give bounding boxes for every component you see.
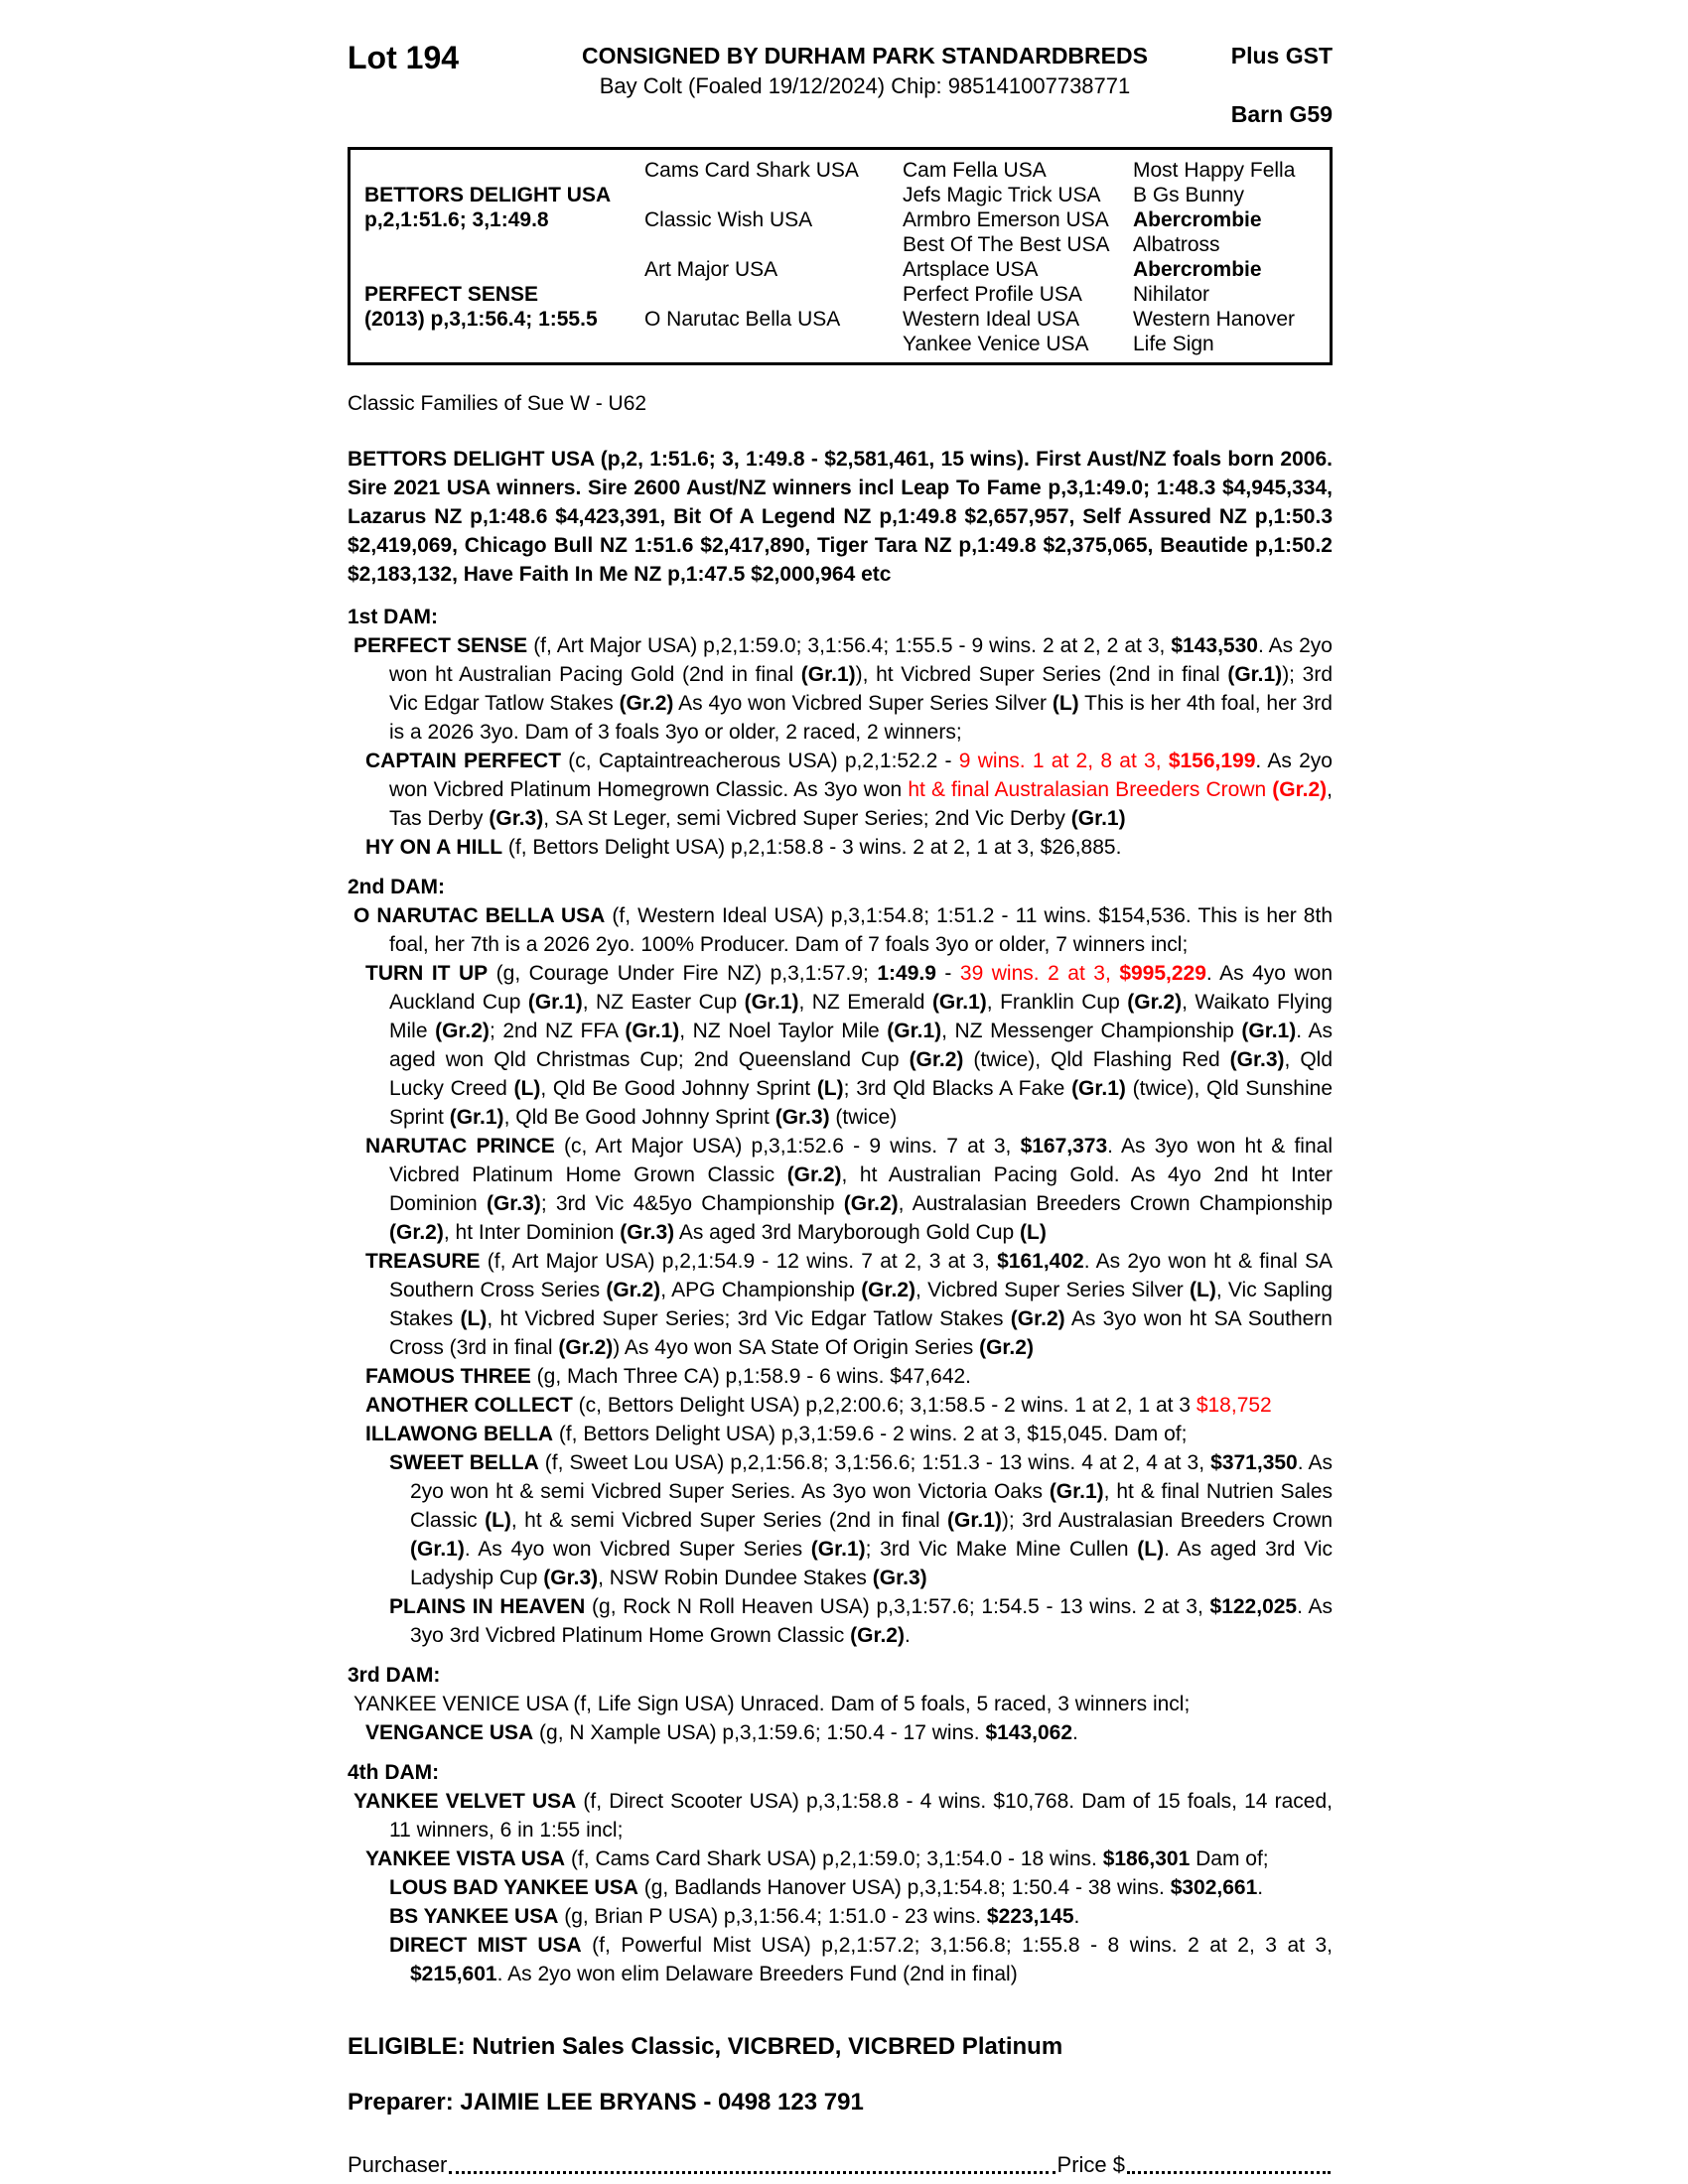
dam4-heading: 4th DAM: [348, 1761, 440, 1784]
pedigree-cell: Albatross [1133, 233, 1220, 256]
pedigree-cell: Western Ideal USA [903, 308, 1080, 331]
horse-vengance: VENGANCE USA (g, N Xample USA) p,3,1:59.… [365, 1721, 1078, 1744]
horse-narutac-prince: NARUTAC PRINCE (c, Art Major USA) p,3,1:… [365, 1135, 1333, 1244]
pedigree-cell: Jefs Magic Trick USA [903, 184, 1101, 206]
price-write-line [1127, 2171, 1331, 2174]
pedigree-cell: Armbro Emerson USA [903, 208, 1109, 231]
purchaser-price-line: Purchaser Price $ [348, 2150, 1333, 2180]
plus-gst-label: Plus GST [1230, 43, 1333, 68]
pedigree-cell [364, 158, 644, 183]
pedigree-cell: Cams Card Shark USA [644, 159, 859, 182]
horse-yankee-venice: YANKEE VENICE USA (f, Life Sign USA) Unr… [353, 1693, 1191, 1715]
pedigree-cell [364, 332, 644, 356]
classic-families-line: Classic Families of Sue W - U62 [348, 392, 647, 415]
pedigree-cell: Best Of The Best USA [903, 233, 1110, 256]
pedigree-cell: PERFECT SENSE [364, 283, 539, 306]
pedigree-cell: (2013) p,3,1:56.4; 1:55.5 [364, 308, 598, 331]
horse-bs-yankee: BS YANKEE USA (g, Brian P USA) p,3,1:56.… [389, 1905, 1080, 1928]
pedigree-table: Cams Card Shark USA Cam Fella USA Most Hap… [348, 147, 1333, 365]
foaling-details-line: Bay Colt (Foaled 19/12/2024) Chip: 98514… [599, 73, 1131, 98]
header-center: CONSIGNED BY DURHAM PARK STANDARDBREDS B… [546, 40, 1184, 129]
preparer-line: Preparer: JAIMIE LEE BRYANS - 0498 123 7… [348, 2089, 864, 2116]
sire-summary: BETTORS DELIGHT USA (p,2, 1:51.6; 3, 1:4… [348, 448, 1333, 586]
pedigree-cell [364, 257, 644, 282]
horse-sweet-bella: SWEET BELLA (f, Sweet Lou USA) p,2,1:56.… [389, 1451, 1333, 1589]
horse-turn-it-up: TURN IT UP (g, Courage Under Fire NZ) p,… [365, 962, 1334, 1129]
purchaser-write-line [449, 2171, 1055, 2174]
page-header: Lot 194 CONSIGNED BY DURHAM PARK STANDAR… [348, 40, 1333, 129]
pedigree-cell: Cam Fella USA [903, 159, 1047, 182]
eligible-line: ELIGIBLE: Nutrien Sales Classic, VICBRED… [348, 2033, 1063, 2060]
pedigree-cell [644, 282, 903, 307]
horse-yankee-velvet: YANKEE VELVET USA (f, Direct Scooter USA… [353, 1790, 1333, 1842]
dam2-heading: 2nd DAM: [348, 876, 445, 898]
pedigree-cell: Classic Wish USA [644, 208, 813, 231]
horse-illawong-bella: ILLAWONG BELLA (f, Bettors Delight USA) … [365, 1423, 1188, 1445]
lot-number: Lot 194 [348, 40, 460, 75]
pedigree-cell: Perfect Profile USA [903, 283, 1082, 306]
price-label: Price $ [1056, 2152, 1125, 2177]
horse-perfect-sense: PERFECT SENSE (f, Art Major USA) p,2,1:5… [353, 634, 1333, 744]
barn-number: Barn G59 [1230, 101, 1333, 127]
horse-plains-in-heaven: PLAINS IN HEAVEN (g, Rock N Roll Heaven … [389, 1595, 1333, 1647]
pedigree-cell [644, 232, 903, 257]
pedigree-cell: Life Sign [1133, 333, 1214, 355]
consignor-line: CONSIGNED BY DURHAM PARK STANDARDBREDS [582, 43, 1148, 68]
horse-yankee-vista: YANKEE VISTA USA (f, Cams Card Shark USA… [365, 1847, 1269, 1870]
header-right: Plus GST Barn G59 [1184, 40, 1333, 129]
pedigree-cell: O Narutac Bella USA [644, 308, 841, 331]
pedigree-cell: Western Hanover [1133, 308, 1296, 331]
pedigree-cell: B Gs Bunny [1133, 184, 1245, 206]
pedigree-cell: Art Major USA [644, 258, 778, 281]
catalogue-page: Lot 194 CONSIGNED BY DURHAM PARK STANDAR… [348, 40, 1333, 2180]
pedigree-cell: Artsplace USA [903, 258, 1039, 281]
pedigree-cell: Nihilator [1133, 283, 1210, 306]
pedigree-cell [644, 183, 903, 207]
pedigree-cell [644, 332, 903, 356]
pedigree-cell: p,2,1:51.6; 3,1:49.8 [364, 208, 549, 231]
pedigree-text: Classic Families of Sue W - U62 BETTORS D… [348, 389, 1333, 2116]
dam1-heading: 1st DAM: [348, 606, 439, 628]
dam3-heading: 3rd DAM: [348, 1664, 441, 1687]
horse-another-collect: ANOTHER COLLECT (c, Bettors Delight USA)… [365, 1394, 1272, 1417]
pedigree-cell: BETTORS DELIGHT USA [364, 184, 612, 206]
horse-famous-three: FAMOUS THREE (g, Mach Three CA) p,1:58.9… [365, 1365, 972, 1388]
pedigree-cell: Abercrombie [1133, 258, 1262, 281]
horse-o-narutac-bella: O NARUTAC BELLA USA (f, Western Ideal US… [353, 904, 1334, 956]
horse-hy-on-a-hill: HY ON A HILL (f, Bettors Delight USA) p,… [365, 836, 1122, 859]
horse-treasure: TREASURE (f, Art Major USA) p,2,1:54.9 -… [365, 1250, 1334, 1359]
purchaser-label: Purchaser [348, 2152, 448, 2177]
horse-lous-bad-yankee: LOUS BAD YANKEE USA (g, Badlands Hanover… [389, 1876, 1264, 1899]
pedigree-cell: Most Happy Fella [1133, 159, 1296, 182]
pedigree-cell [364, 232, 644, 257]
horse-captain-perfect: CAPTAIN PERFECT (c, Captaintreacherous U… [365, 750, 1333, 830]
pedigree-cell: Abercrombie [1133, 208, 1262, 231]
pedigree-cell: Yankee Venice USA [903, 333, 1089, 355]
horse-direct-mist: DIRECT MIST USA (f, Powerful Mist USA) p… [389, 1934, 1333, 1985]
